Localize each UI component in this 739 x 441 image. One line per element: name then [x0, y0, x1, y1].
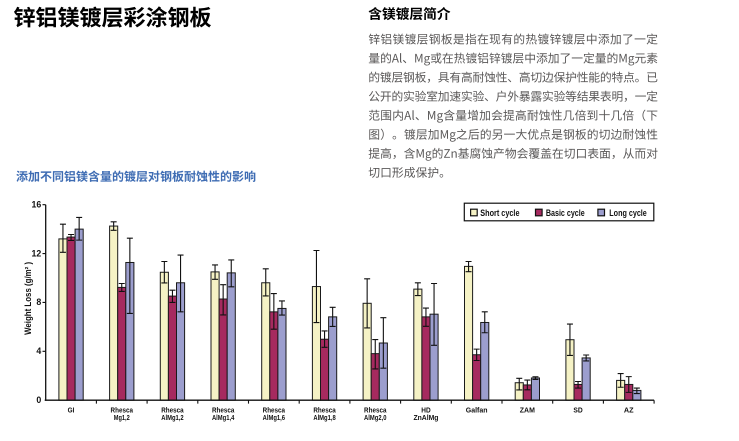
svg-text:Basic cycle: Basic cycle — [546, 208, 585, 218]
svg-text:12: 12 — [32, 248, 42, 258]
svg-text:AlMg1,4: AlMg1,4 — [212, 413, 235, 422]
svg-text:8: 8 — [36, 297, 41, 307]
svg-text:GI: GI — [68, 406, 75, 415]
svg-text:0: 0 — [36, 395, 41, 405]
svg-text:AlMg2,0: AlMg2,0 — [364, 413, 386, 422]
svg-text:HD: HD — [421, 406, 431, 415]
svg-text:ZAM: ZAM — [520, 406, 535, 415]
svg-text:Rhesca: Rhesca — [313, 406, 336, 415]
svg-text:Rhesca: Rhesca — [161, 406, 184, 415]
svg-text:AlMg1,8: AlMg1,8 — [313, 413, 335, 422]
svg-text:Rhesca: Rhesca — [364, 406, 387, 415]
svg-text:AlMg1,2: AlMg1,2 — [161, 413, 183, 422]
svg-text:16: 16 — [32, 200, 42, 210]
svg-text:Rhesca: Rhesca — [212, 406, 235, 415]
svg-text:4: 4 — [36, 346, 41, 356]
svg-text:Rhesca: Rhesca — [263, 406, 286, 415]
svg-text:Rhesca: Rhesca — [111, 406, 134, 415]
svg-text:AZ: AZ — [624, 406, 634, 415]
svg-text:Long cycle: Long cycle — [609, 208, 647, 218]
svg-text:SD: SD — [573, 406, 583, 415]
svg-text:Mg1,2: Mg1,2 — [114, 413, 130, 422]
svg-text:Short cycle: Short cycle — [480, 208, 519, 218]
svg-text:Galfan: Galfan — [466, 406, 488, 415]
svg-text:ZnAlMg: ZnAlMg — [413, 413, 438, 422]
svg-text:AlMg1,6: AlMg1,6 — [263, 413, 285, 422]
svg-text:Weight Loss (g/m² ): Weight Loss (g/m² ) — [23, 262, 33, 335]
